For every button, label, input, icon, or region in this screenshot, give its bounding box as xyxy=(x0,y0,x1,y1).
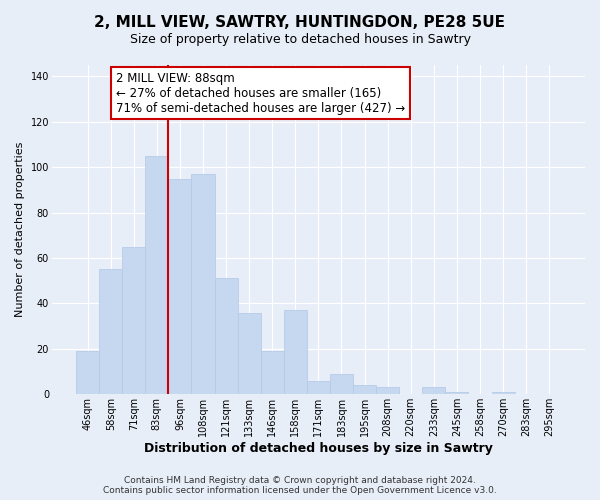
Bar xyxy=(76,351,99,395)
X-axis label: Distribution of detached houses by size in Sawtry: Distribution of detached houses by size … xyxy=(144,442,493,455)
Y-axis label: Number of detached properties: Number of detached properties xyxy=(15,142,25,318)
Bar xyxy=(284,310,307,394)
Bar xyxy=(353,385,376,394)
Text: Size of property relative to detached houses in Sawtry: Size of property relative to detached ho… xyxy=(130,32,470,46)
Bar xyxy=(445,392,469,394)
Bar xyxy=(99,270,122,394)
Bar xyxy=(191,174,215,394)
Bar xyxy=(122,246,145,394)
Bar xyxy=(330,374,353,394)
Bar xyxy=(261,351,284,395)
Bar xyxy=(215,278,238,394)
Bar xyxy=(238,312,261,394)
Text: 2, MILL VIEW, SAWTRY, HUNTINGDON, PE28 5UE: 2, MILL VIEW, SAWTRY, HUNTINGDON, PE28 5… xyxy=(95,15,505,30)
Bar xyxy=(376,388,399,394)
Bar xyxy=(491,392,515,394)
Bar xyxy=(145,156,169,394)
Text: 2 MILL VIEW: 88sqm
← 27% of detached houses are smaller (165)
71% of semi-detach: 2 MILL VIEW: 88sqm ← 27% of detached hou… xyxy=(116,72,405,114)
Bar xyxy=(422,388,445,394)
Text: Contains HM Land Registry data © Crown copyright and database right 2024.
Contai: Contains HM Land Registry data © Crown c… xyxy=(103,476,497,495)
Bar xyxy=(307,380,330,394)
Bar xyxy=(169,178,191,394)
